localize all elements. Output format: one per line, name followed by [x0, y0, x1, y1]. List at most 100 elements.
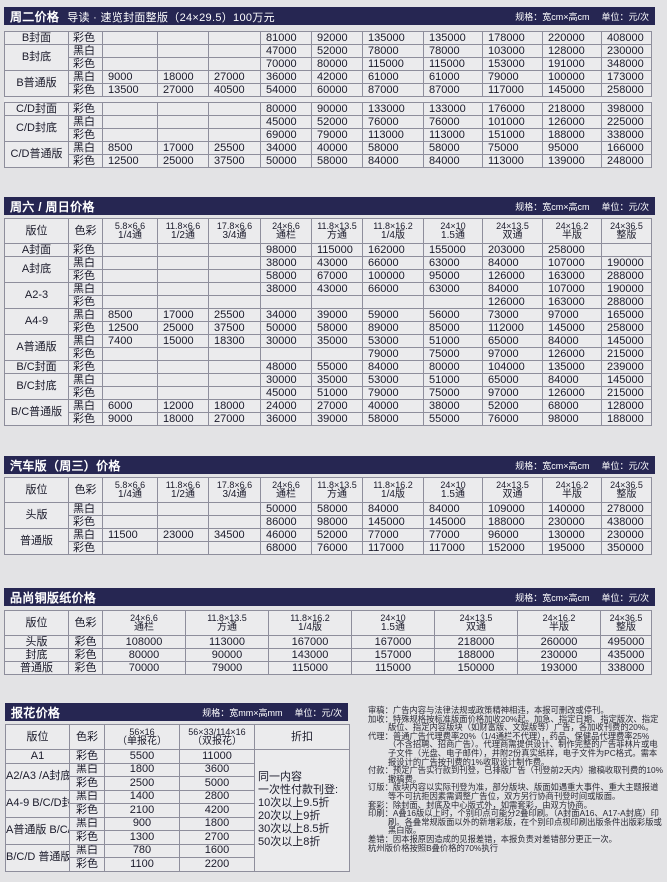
price-cell — [208, 243, 261, 257]
price-cell — [102, 282, 158, 296]
size-name: 1.5通 — [441, 230, 465, 241]
price-cell: 61000 — [423, 70, 483, 84]
size-dimensions: 11.8×6.6 — [165, 221, 201, 231]
price-cell: 58000 — [362, 412, 424, 426]
position-cell: B/C/D 普通版 — [5, 843, 70, 872]
price-cell: 40500 — [208, 83, 261, 97]
table-row: 彩色 13500 27000 40500 54000 60000 87000 87000 117… — [5, 83, 652, 97]
price-cell: 79000 — [185, 661, 269, 675]
price-cell — [208, 128, 261, 142]
price-cell: 5500 — [104, 749, 180, 764]
price-cell: 348000 — [601, 57, 652, 71]
price-cell: 11000 — [179, 749, 255, 764]
header-size: 24×10 1.5通 — [423, 218, 483, 244]
price-cell — [208, 57, 261, 71]
position-cell: B普通版 — [4, 70, 69, 97]
price-cell: 59000 — [362, 308, 424, 322]
header-row: 版位 色彩 24×6.6 通栏 11.8×13.5 方通 11.8×16.2 1/4版 24×1… — [4, 610, 652, 636]
price-cell — [208, 269, 261, 283]
price-cell: 17000 — [157, 308, 209, 322]
auto-price-table: 版位 色彩 5.8×6.6 1/4通 11.8×6.6 1/2通 17.8×6.6 3/4通 2… — [4, 477, 652, 555]
table-row: A4-9 黑白 8500 17000 25500 34000 39000 59000 56000… — [4, 308, 652, 335]
price-cell: 225000 — [601, 115, 652, 129]
price-cell: 27000 — [311, 399, 363, 413]
price-cell: 97000 — [542, 308, 602, 322]
table-row: 封底 彩色 80000 90000 143000 157000 188000 230000 43… — [4, 648, 652, 662]
header-size: 17.8×6.6 3/4通 — [208, 218, 261, 244]
price-cell: 176000 — [482, 102, 543, 116]
size-dimensions: 24×13.5 — [459, 613, 493, 623]
price-cell — [157, 541, 209, 555]
price-cell: 258000 — [542, 243, 602, 257]
price-cell: 68000 — [542, 399, 602, 413]
position-cell: 封底 — [4, 648, 69, 662]
discount-line: 同一内容 — [258, 771, 302, 784]
position-cell: A4-9 — [4, 308, 69, 335]
price-cell: 18300 — [208, 334, 261, 348]
position-cell: A封底 — [4, 256, 69, 283]
price-cell: 27000 — [208, 70, 261, 84]
price-cell: 126000 — [542, 115, 602, 129]
size-name: 通栏 — [134, 622, 154, 633]
color-cell: 彩色 — [68, 83, 103, 97]
price-cell: 80000 — [102, 648, 186, 662]
size-dimensions: 24×36.5 — [609, 613, 643, 623]
price-cell: 52000 — [482, 399, 543, 413]
price-cell: 58000 — [311, 321, 363, 335]
price-cell: 143000 — [268, 648, 352, 662]
price-cell: 95000 — [423, 269, 483, 283]
color-cell: 彩色 — [68, 31, 103, 45]
price-cell: 115000 — [311, 243, 363, 257]
position-cell: 普通版 — [4, 661, 69, 675]
price-cell: 188000 — [542, 128, 602, 142]
price-cell: 162000 — [362, 243, 424, 257]
price-cell: 87000 — [362, 83, 424, 97]
table-row: 彩色 9000 18000 27000 36000 39000 58000 55000 7600… — [5, 412, 652, 426]
price-cell: 84000 — [423, 154, 483, 168]
header-size: 24×36.5 整版 — [601, 477, 652, 503]
price-cell: 25500 — [208, 308, 261, 322]
price-cell — [102, 128, 158, 142]
price-cell: 90000 — [185, 648, 269, 662]
price-cell: 27000 — [208, 412, 261, 426]
header-size: 11.8×16.2 1/4版 — [362, 477, 424, 503]
price-cell: 173000 — [601, 70, 652, 84]
header-size: 24×13.5 双通 — [482, 477, 543, 503]
price-cell: 145000 — [542, 321, 602, 335]
price-cell: 25500 — [208, 141, 261, 155]
color-cell: 黑白 — [68, 308, 103, 322]
color-cell: 黑白 — [68, 502, 103, 516]
size-dimensions: 24×10 — [380, 613, 406, 623]
table-row: A封底 黑白 38000 43000 66000 63000 84000 107000 1900… — [4, 256, 652, 283]
size-name: 1/4版 — [381, 230, 405, 241]
price-cell: 23000 — [157, 528, 209, 542]
position-cell: B封面 — [4, 31, 69, 45]
header-row: 版位 色彩 5.8×6.6 1/4通 11.8×6.6 1/2通 17.8×6.6 3/4通 2… — [4, 477, 652, 503]
table-row: 彩色 68000 76000 117000 117000 152000 195000 3500… — [5, 541, 652, 555]
price-cell: 50000 — [260, 321, 312, 335]
price-cell: 438000 — [601, 515, 652, 529]
price-cell: 167000 — [268, 635, 352, 649]
size-name: 通栏 — [276, 489, 296, 500]
color-cell: 黑白 — [69, 789, 105, 804]
price-cell: 47000 — [260, 44, 312, 58]
size-dimensions: 5.8×6.6 — [114, 221, 146, 231]
price-cell: 38000 — [260, 282, 312, 296]
header-discount: 折扣 — [254, 724, 350, 750]
size-dimensions: 11.8×13.5 — [207, 613, 247, 623]
price-cell — [208, 515, 261, 529]
price-cell: 163000 — [542, 269, 602, 283]
header-size: 5.8×6.6 1/4通 — [102, 218, 158, 244]
price-cell: 65000 — [482, 373, 543, 387]
header-size: 11.8×13.5 方通 — [311, 477, 363, 503]
price-cell: 178000 — [482, 31, 543, 45]
position-cell: A1 — [5, 749, 70, 764]
section-header-weekend: 周六 / 周日价格 规格：宽cm×高cm 单位：元/次 — [4, 197, 655, 215]
price-cell: 139000 — [542, 154, 602, 168]
price-cell: 17000 — [157, 141, 209, 155]
price-cell: 73000 — [482, 308, 543, 322]
discount-line: 10次以上9.5折 — [258, 797, 330, 810]
size-dimensions: 24×13.5 — [496, 480, 529, 490]
price-cell — [208, 502, 261, 516]
size-dimensions: 24×36.5 — [610, 480, 643, 490]
